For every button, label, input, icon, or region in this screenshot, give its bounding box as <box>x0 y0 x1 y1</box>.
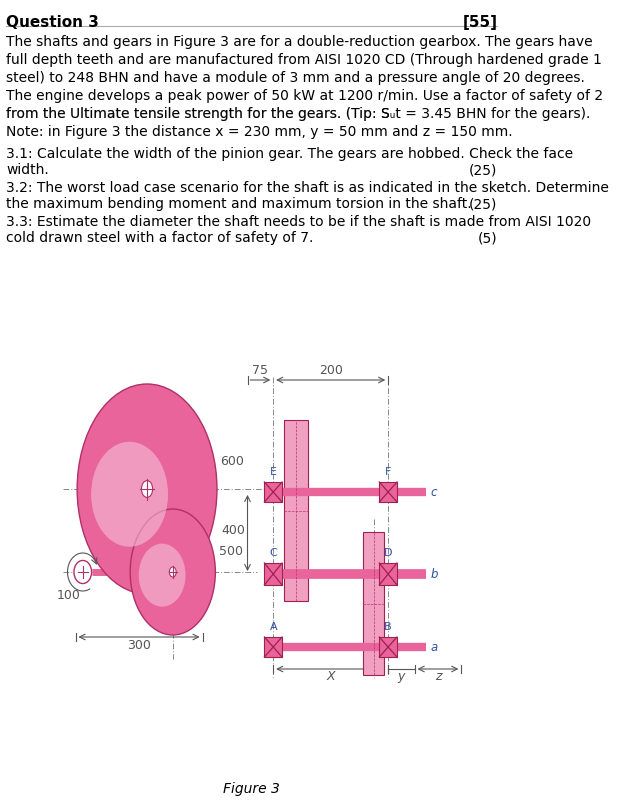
Text: c: c <box>431 486 437 499</box>
Text: 3.2: The worst load case scenario for the shaft is as indicated in the sketch. D: 3.2: The worst load case scenario for th… <box>6 180 609 195</box>
Ellipse shape <box>139 544 186 607</box>
Text: (25): (25) <box>469 163 497 176</box>
Text: 100: 100 <box>57 588 81 602</box>
Text: 3.3: Estimate the diameter the shaft needs to be if the shaft is made from AISI : 3.3: Estimate the diameter the shaft nee… <box>6 215 591 229</box>
Ellipse shape <box>130 509 215 635</box>
Text: [55]: [55] <box>463 15 497 30</box>
Text: a: a <box>431 641 438 654</box>
Text: from the Ultimate tensile strength for the gears. (Tip: Sᵤt = 3.45 BHN for the g: from the Ultimate tensile strength for t… <box>6 107 591 121</box>
Bar <box>379 638 397 657</box>
Text: 3.1: Calculate the width of the pinion gear. The gears are hobbed. Check the fac: 3.1: Calculate the width of the pinion g… <box>6 147 574 160</box>
Text: 400: 400 <box>221 524 245 537</box>
Ellipse shape <box>91 442 168 547</box>
Text: Figure 3: Figure 3 <box>223 781 280 795</box>
Text: from the Ultimate tensile strength for the gears. (Tip: S: from the Ultimate tensile strength for t… <box>6 107 390 121</box>
Text: (25): (25) <box>469 196 497 211</box>
Text: Note: in Figure 3 the distance x = 230 mm, y = 50 mm and z = 150 mm.: Note: in Figure 3 the distance x = 230 m… <box>6 125 513 139</box>
Text: full depth teeth and are manufactured from AISI 1020 CD (Through hardened grade : full depth teeth and are manufactured fr… <box>6 53 603 67</box>
Text: B: B <box>384 622 392 631</box>
Bar <box>379 482 397 502</box>
Text: D: D <box>384 547 393 557</box>
Text: A: A <box>270 622 277 631</box>
Text: The shafts and gears in Figure 3 are for a double-reduction gearbox. The gears h: The shafts and gears in Figure 3 are for… <box>6 35 593 49</box>
Text: F: F <box>385 467 391 476</box>
Text: X: X <box>327 669 335 683</box>
Bar <box>265 563 282 585</box>
Text: 200: 200 <box>319 363 342 376</box>
Text: from the Ultimate tensile strength for the gears. (Tip:: from the Ultimate tensile strength for t… <box>6 107 381 121</box>
Bar <box>363 533 384 675</box>
Text: cold drawn steel with a factor of safety of 7.: cold drawn steel with a factor of safety… <box>6 231 314 245</box>
Text: C: C <box>270 547 277 557</box>
Text: the maximum bending moment and maximum torsion in the shaft.: the maximum bending moment and maximum t… <box>6 196 472 211</box>
Text: Question 3: Question 3 <box>6 15 99 30</box>
Text: width.: width. <box>6 163 49 176</box>
Text: 75: 75 <box>252 363 268 376</box>
Text: 300: 300 <box>127 638 151 651</box>
Ellipse shape <box>77 384 217 594</box>
Text: 600: 600 <box>220 455 244 468</box>
Bar <box>379 563 397 585</box>
Text: steel) to 248 BHN and have a module of 3 mm and a pressure angle of 20 degrees.: steel) to 248 BHN and have a module of 3… <box>6 71 585 85</box>
Bar <box>283 420 308 602</box>
Text: (5): (5) <box>478 231 497 245</box>
Text: E: E <box>270 467 277 476</box>
Ellipse shape <box>142 481 152 498</box>
Text: z: z <box>435 669 441 683</box>
Text: The engine develops a peak power of 50 kW at 1200 r/min. Use a factor of safety : The engine develops a peak power of 50 k… <box>6 89 604 103</box>
Bar <box>265 482 282 502</box>
Text: y: y <box>398 669 405 683</box>
Bar <box>265 638 282 657</box>
Text: b: b <box>431 568 438 581</box>
Text: 500: 500 <box>219 545 243 557</box>
Ellipse shape <box>74 561 92 584</box>
Ellipse shape <box>169 567 176 577</box>
